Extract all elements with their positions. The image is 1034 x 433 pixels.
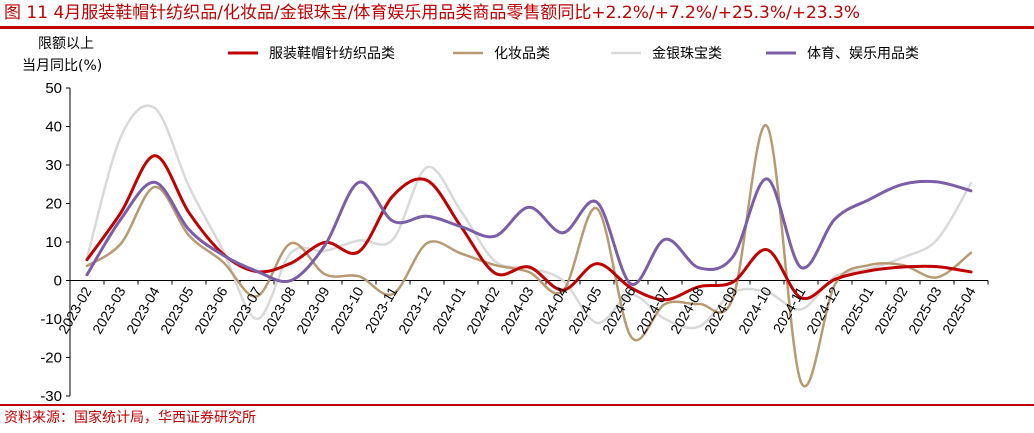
axes: 50 40 30 20 10 0 -10 -20 -30 bbox=[40, 80, 989, 405]
title-divider bbox=[0, 26, 1034, 29]
footer-divider bbox=[0, 404, 1034, 406]
y-tick-label: 10 bbox=[45, 234, 62, 251]
y-tick-label: 40 bbox=[45, 119, 62, 136]
legend-label: 服装鞋帽针纺织品类 bbox=[269, 46, 395, 62]
figure-title: 图 11 4月服装鞋帽针纺织品/化妆品/金银珠宝/体育娱乐用品类商品零售额同比+… bbox=[4, 3, 860, 23]
y-tick-label: -10 bbox=[40, 311, 62, 328]
y-axis-title-line: 当月同比(%) bbox=[22, 58, 102, 74]
series-line-4 bbox=[85, 177, 973, 286]
y-tick-label: -20 bbox=[40, 350, 62, 367]
x-tick-labels: 2023-022023-032023-042023-052023-062023-… bbox=[55, 284, 979, 337]
x-tick-label: 2024-10 bbox=[735, 284, 775, 337]
y-tick-label: -30 bbox=[40, 388, 62, 405]
y-tick-label: 30 bbox=[45, 157, 62, 174]
series-line-2 bbox=[85, 124, 973, 388]
series-layer bbox=[85, 104, 973, 388]
series-line-1 bbox=[85, 154, 973, 302]
legend-label: 金银珠宝类 bbox=[652, 46, 722, 62]
legend: 服装鞋帽针纺织品类 化妆品类 金银珠宝类 体育、娱乐用品类 bbox=[228, 46, 919, 62]
y-tick-label: 50 bbox=[45, 80, 62, 97]
x-tick-label: 2025-04 bbox=[939, 284, 979, 337]
y-tick-label: 0 bbox=[54, 273, 62, 290]
y-tick-label: 20 bbox=[45, 196, 62, 213]
y-axis-title-line: 限额以上 bbox=[38, 36, 94, 52]
x-tick-label: 2023-10 bbox=[327, 284, 367, 337]
source-note: 资料来源：国家统计局，华西证券研究所 bbox=[4, 410, 256, 426]
legend-label: 化妆品类 bbox=[494, 46, 550, 62]
legend-label: 体育、娱乐用品类 bbox=[807, 46, 919, 62]
